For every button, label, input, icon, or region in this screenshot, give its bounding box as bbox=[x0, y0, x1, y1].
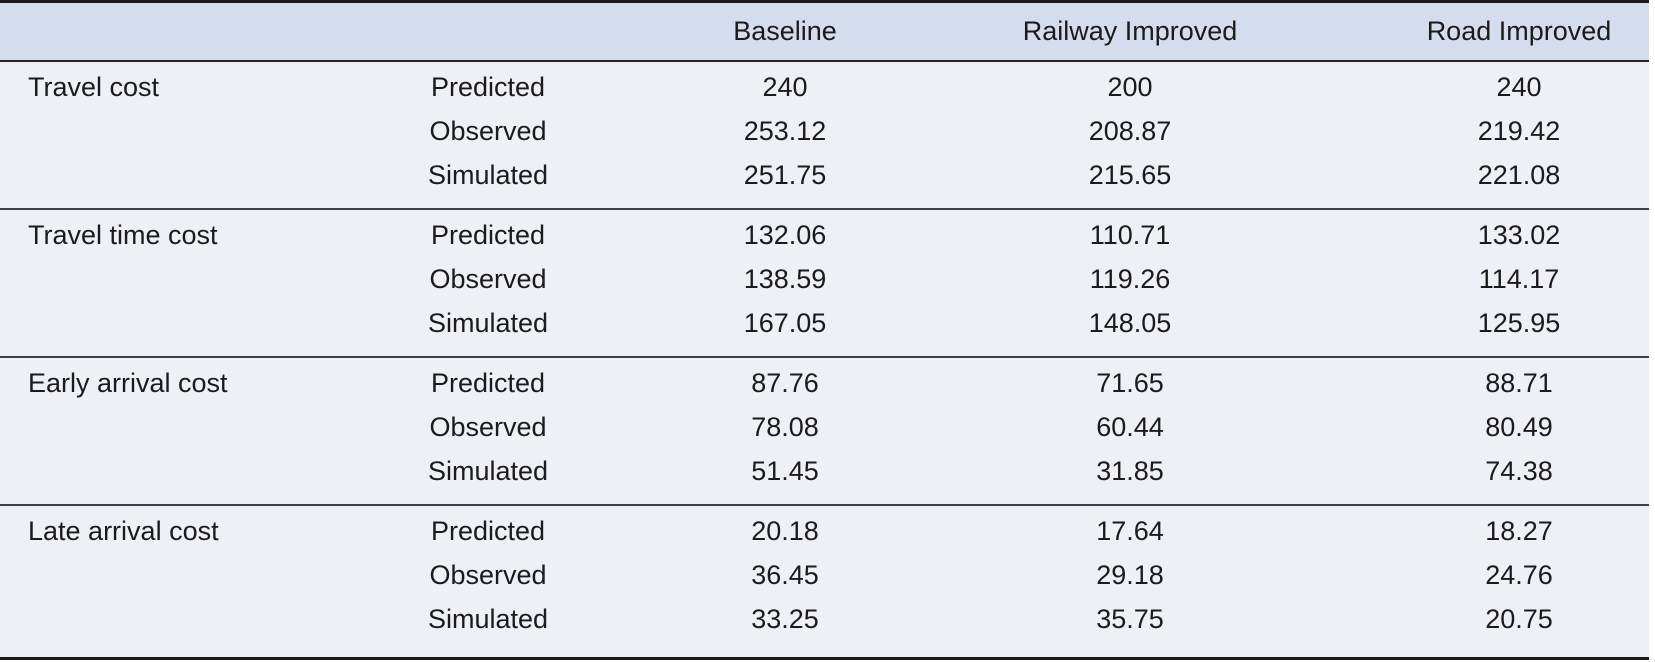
empty-cell bbox=[0, 110, 277, 154]
metric-label: Predicted bbox=[277, 503, 699, 554]
empty-cell bbox=[0, 598, 277, 659]
value-baseline: 251.75 bbox=[743, 160, 827, 190]
empty-cell bbox=[0, 258, 277, 302]
value-railway-improved: 60.44 bbox=[1096, 412, 1164, 442]
value-baseline: 20.18 bbox=[699, 503, 871, 554]
metric-label: Simulated bbox=[427, 160, 549, 190]
header-cell-road-improved: Road Improved bbox=[1389, 1, 1649, 62]
value-road-improved: 88.71 bbox=[1389, 355, 1649, 406]
metric-label: Observed bbox=[429, 412, 547, 442]
value-baseline: 167.05 bbox=[743, 308, 827, 338]
value-railway-improved: 35.75 bbox=[1096, 604, 1164, 634]
value-baseline: 138.59 bbox=[743, 264, 827, 294]
value-road-improved: 80.49 bbox=[1485, 412, 1553, 442]
value-baseline: 33.25 bbox=[751, 604, 819, 634]
row-group-label: Late arrival cost bbox=[0, 503, 277, 554]
metric-label: Simulated bbox=[427, 604, 549, 634]
value-railway-improved: 17.64 bbox=[871, 503, 1389, 554]
table-header: Baseline Railway Improved Road Improved bbox=[0, 1, 1649, 62]
metric-label: Simulated bbox=[427, 456, 549, 486]
value-baseline: 51.45 bbox=[751, 456, 819, 486]
header-cell-metric bbox=[277, 1, 699, 62]
table-row: Simulated 251.75 215.65 221.08 bbox=[0, 154, 1649, 209]
value-baseline: 132.06 bbox=[699, 207, 871, 258]
row-group-label: Early arrival cost bbox=[0, 355, 277, 406]
value-railway-improved: 215.65 bbox=[1088, 160, 1172, 190]
value-road-improved: 221.08 bbox=[1477, 160, 1561, 190]
metric-label: Predicted bbox=[430, 72, 546, 102]
table-row: Travel time cost Predicted 132.06 110.71 133… bbox=[0, 207, 1649, 258]
value-road-improved: 18.27 bbox=[1389, 503, 1649, 554]
metric-label: Predicted bbox=[277, 355, 699, 406]
value-road-improved: 219.42 bbox=[1477, 116, 1561, 146]
table-row: Travel cost Predicted 240 200 240 bbox=[0, 61, 1649, 110]
value-railway-improved: 71.65 bbox=[871, 355, 1389, 406]
value-road-improved: 125.95 bbox=[1477, 308, 1561, 338]
value-road-improved: 24.76 bbox=[1485, 560, 1553, 590]
value-road-improved: 74.38 bbox=[1485, 456, 1553, 486]
row-group-label: Travel cost bbox=[28, 72, 160, 102]
metric-label: Observed bbox=[429, 560, 547, 590]
empty-cell bbox=[0, 450, 277, 505]
table-row: Simulated 167.05 148.05 125.95 bbox=[0, 302, 1649, 357]
table-row: Simulated 33.25 35.75 20.75 bbox=[0, 598, 1649, 659]
value-road-improved: 240 bbox=[1496, 72, 1542, 102]
table-body: Travel cost Predicted 240 200 240 Observed 253… bbox=[0, 61, 1649, 659]
value-baseline: 87.76 bbox=[699, 355, 871, 406]
header-cell-baseline: Baseline bbox=[699, 1, 871, 62]
empty-cell bbox=[0, 406, 277, 450]
row-group-label: Travel time cost bbox=[0, 207, 277, 258]
metric-label: Observed bbox=[429, 116, 547, 146]
table-row: Observed 36.45 29.18 24.76 bbox=[0, 554, 1649, 598]
value-road-improved: 114.17 bbox=[1478, 264, 1560, 294]
value-baseline: 78.08 bbox=[751, 412, 819, 442]
table-row: Observed 78.08 60.44 80.49 bbox=[0, 406, 1649, 450]
table-row: Observed 138.59 119.26 114.17 bbox=[0, 258, 1649, 302]
value-road-improved: 20.75 bbox=[1485, 604, 1553, 634]
table-row: Observed 253.12 208.87 219.42 bbox=[0, 110, 1649, 154]
value-baseline: 240 bbox=[762, 72, 808, 102]
value-road-improved: 133.02 bbox=[1389, 207, 1649, 258]
value-baseline: 253.12 bbox=[743, 116, 827, 146]
metric-label: Predicted bbox=[277, 207, 699, 258]
header-row: Baseline Railway Improved Road Improved bbox=[0, 1, 1649, 62]
empty-cell bbox=[0, 302, 277, 357]
table-row: Late arrival cost Predicted 20.18 17.64 18.2… bbox=[0, 503, 1649, 554]
table-row: Early arrival cost Predicted 87.76 71.65 88.… bbox=[0, 355, 1649, 406]
empty-cell bbox=[0, 154, 277, 209]
value-railway-improved: 148.05 bbox=[1088, 308, 1172, 338]
metric-label: Simulated bbox=[427, 308, 549, 338]
value-railway-improved: 110.71 bbox=[871, 207, 1389, 258]
value-baseline: 36.45 bbox=[751, 560, 819, 590]
header-cell-railway-improved: Railway Improved bbox=[871, 1, 1389, 62]
header-cell-category bbox=[0, 1, 277, 62]
value-railway-improved: 119.26 bbox=[1089, 264, 1171, 294]
value-railway-improved: 208.87 bbox=[1088, 116, 1172, 146]
value-railway-improved: 200 bbox=[1107, 72, 1153, 102]
metric-label: Observed bbox=[429, 264, 547, 294]
value-railway-improved: 31.85 bbox=[1096, 456, 1164, 486]
value-railway-improved: 29.18 bbox=[1096, 560, 1164, 590]
table-row: Simulated 51.45 31.85 74.38 bbox=[0, 450, 1649, 505]
empty-cell bbox=[0, 554, 277, 598]
